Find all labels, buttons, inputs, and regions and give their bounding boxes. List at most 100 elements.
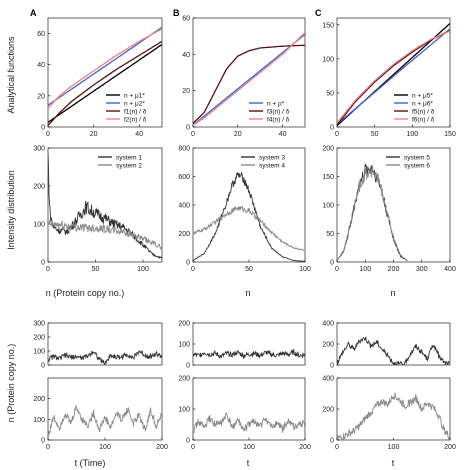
series-line (337, 336, 450, 365)
y-tick-label: 60 (37, 31, 45, 38)
series-line (193, 32, 305, 126)
y-tick-label: 300 (33, 321, 45, 328)
panel-letter-a: A (30, 8, 37, 18)
ylabel-intensity-distribution: Intensity distribution (6, 170, 16, 250)
legend-label: n + μ2* (124, 101, 145, 108)
y-tick-label: 200 (178, 231, 190, 238)
chart-B1: 0 20 40 0 20 40 60 n + ρ*f3(n) / δf4(n) / δ (182, 16, 306, 138)
chart-A3a: 0 100 200 300 (33, 321, 163, 370)
xlabel-row3-col1: t (Time) (75, 458, 106, 468)
plot-frame (192, 377, 306, 441)
x-tick-label: 150 (444, 131, 456, 138)
x-tick-label: 40 (279, 131, 287, 138)
legend-label: system 4 (259, 163, 285, 170)
x-tick-label: 0 (46, 444, 50, 451)
x-tick-label: 20 (234, 131, 242, 138)
legend-label: f1(n) / δ (124, 109, 147, 116)
x-tick-label: 0 (46, 131, 50, 138)
series-line (48, 153, 162, 260)
series-line (193, 44, 305, 124)
y-tick-label: 200 (322, 146, 334, 153)
x-tick-label: 100 (299, 266, 311, 273)
x-tick-label: 0 (191, 444, 195, 451)
y-tick-label: 0 (330, 438, 334, 445)
y-tick-label: 800 (178, 146, 190, 153)
x-tick-label: 40 (135, 131, 143, 138)
x-tick-label: 100 (99, 444, 111, 451)
y-tick-label: 400 (322, 321, 334, 328)
x-tick-label: 100 (388, 444, 400, 451)
y-tick-label: 0 (186, 260, 190, 267)
y-tick-label: 200 (322, 342, 334, 349)
y-tick-label: 60 (182, 16, 190, 23)
legend-label: f4(n) / δ (267, 117, 290, 124)
y-tick-label: 0 (186, 363, 190, 370)
x-tick-label: 100 (243, 444, 255, 451)
legend-label: system 2 (116, 163, 142, 170)
plot-frame (336, 322, 451, 366)
y-tick-label: 0 (186, 438, 190, 445)
legend-label: system 5 (404, 155, 430, 162)
x-tick-label: 0 (191, 266, 195, 273)
y-tick-label: 100 (178, 342, 190, 349)
plot-frame (47, 17, 163, 128)
y-tick-label: 200 (322, 407, 334, 414)
legend-label: f6(n) / δ (412, 117, 435, 124)
y-tick-label: 20 (37, 93, 45, 100)
series-line (337, 28, 450, 125)
y-tick-label: 100 (178, 407, 190, 414)
legend-label: n + μ6* (412, 101, 433, 108)
x-tick-label: 200 (299, 444, 311, 451)
y-tick-label: 40 (37, 62, 45, 69)
y-tick-label: 400 (322, 376, 334, 383)
y-tick-label: 200 (178, 321, 190, 328)
plot-frame (47, 322, 163, 366)
chart-B3a: 0 100 200 (178, 321, 306, 370)
x-tick-label: 50 (371, 131, 379, 138)
series-line (337, 165, 408, 262)
chart-C3a: 0 200 400 (322, 321, 451, 370)
series-line (48, 219, 162, 251)
y-tick-label: 100 (33, 349, 45, 356)
series-line (48, 28, 162, 109)
x-tick-label: 100 (137, 266, 149, 273)
x-tick-label: 50 (245, 266, 253, 273)
y-tick-label: 200 (178, 376, 190, 383)
x-tick-label: 200 (444, 444, 456, 451)
plot-frame (47, 147, 163, 263)
plot-frame (192, 17, 306, 128)
xlabel-row2-col1: n (Protein copy no.) (46, 288, 125, 298)
xlabel-row2-col2: n (245, 288, 250, 298)
y-tick-label: 150 (322, 174, 334, 181)
x-tick-label: 0 (335, 131, 339, 138)
series-line (48, 43, 162, 123)
y-tick-label: 100 (33, 417, 45, 424)
ylabel-analytical-functions: Analytical functions (6, 36, 16, 114)
y-tick-label: 100 (322, 56, 334, 63)
y-tick-label: 100 (33, 222, 45, 229)
series-line (193, 171, 305, 262)
xlabel-row2-col3: n (390, 288, 395, 298)
x-tick-label: 200 (156, 444, 168, 451)
x-tick-label: 0 (335, 444, 339, 451)
x-tick-label: 0 (46, 266, 50, 273)
legend-label: f5(n) / δ (412, 109, 435, 116)
xlabel-row3-col2: t (247, 458, 250, 468)
legend-label: f2(n) / δ (124, 117, 147, 124)
xlabel-row3-col3: t (392, 458, 395, 468)
chart-B3b: 0 100 200 0 100 200 (178, 376, 311, 452)
legend-label: system 1 (116, 155, 142, 162)
y-tick-label: 0 (330, 125, 334, 132)
series-line (337, 30, 450, 124)
legend-label: n + ρ* (267, 101, 285, 108)
y-tick-label: 50 (326, 231, 334, 238)
y-tick-label: 0 (186, 125, 190, 132)
x-tick-label: 100 (406, 131, 418, 138)
chart-C2: 0 100 200 300 400 0 50 100 150 200 system 5system … (322, 146, 456, 274)
y-tick-label: 300 (33, 146, 45, 153)
legend-label: system 6 (404, 163, 430, 170)
y-tick-label: 0 (41, 438, 45, 445)
